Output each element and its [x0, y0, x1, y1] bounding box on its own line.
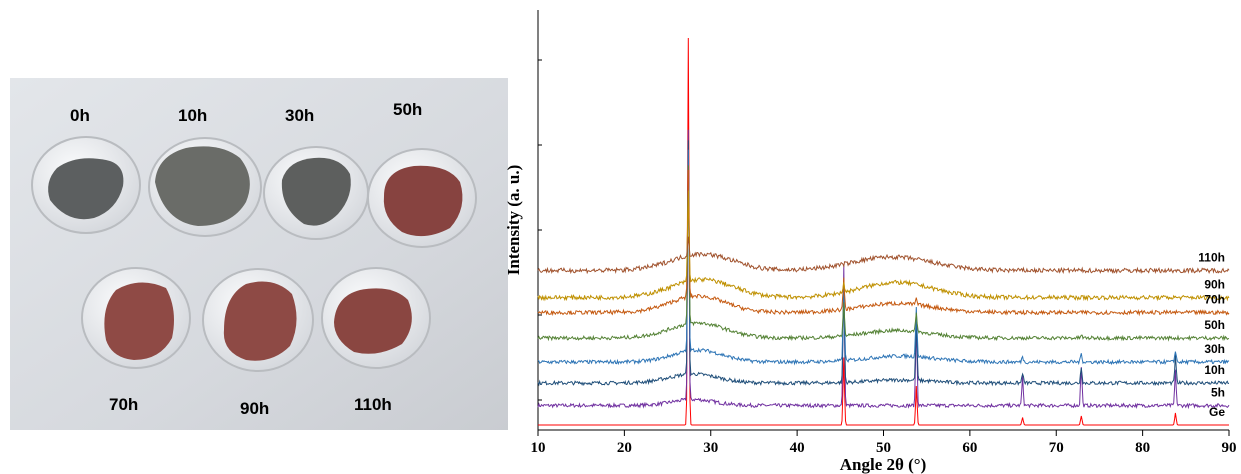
x-tick-label-60: 60	[962, 440, 977, 456]
series-line-30h	[537, 149, 1230, 366]
powder-samples-photo: 0h 10h 30h 50h 70h 90h 110h	[10, 78, 508, 430]
series-label-50h: 50h	[1204, 318, 1225, 332]
series-line-Ge	[538, 37, 1229, 426]
sample-dish-70h	[81, 267, 191, 369]
x-tick-label-20: 20	[617, 440, 632, 456]
photo-background	[10, 78, 508, 430]
series-label-30h: 30h	[1204, 342, 1225, 356]
series-line-70h	[537, 169, 1230, 317]
series-line-50h	[537, 165, 1230, 342]
sample-dish-30h	[263, 146, 369, 240]
series-line-90h	[537, 190, 1230, 302]
sample-dish-90h	[202, 268, 314, 372]
sample-label-110h: 110h	[354, 395, 392, 414]
sample-dish-0h	[31, 136, 141, 234]
series-label-5h: 5h	[1211, 386, 1225, 400]
sample-label-70h: 70h	[109, 395, 138, 414]
series-group	[537, 37, 1230, 426]
series-line-5h	[537, 129, 1230, 410]
x-tick-label-30: 30	[703, 440, 718, 456]
x-tick-label-50: 50	[876, 440, 891, 456]
series-line-110h	[537, 236, 1230, 275]
series-label-90h: 90h	[1204, 278, 1225, 292]
y-axis-title: Intensity (a. u.)	[504, 165, 523, 276]
sample-dish-10h	[148, 137, 262, 237]
sample-dish-50h	[367, 148, 477, 248]
x-tick-label-80: 80	[1135, 440, 1150, 456]
x-tick-label-70: 70	[1049, 440, 1064, 456]
series-label-10h: 10h	[1204, 363, 1225, 377]
series-label-Ge: Ge	[1209, 405, 1225, 419]
x-axis-title: Angle 2θ (°)	[840, 455, 927, 474]
y-axis	[537, 10, 542, 430]
sample-label-50h: 50h	[393, 100, 422, 119]
sample-label-10h: 10h	[178, 106, 207, 125]
x-tick-label-40: 40	[790, 440, 805, 456]
x-tick-label-90: 90	[1222, 440, 1237, 456]
sample-dish-110h	[321, 267, 431, 369]
x-tick-label-10: 10	[531, 440, 546, 456]
series-label-110h: 110h	[1198, 251, 1225, 265]
series-line-10h	[537, 140, 1230, 387]
x-axis: 10 20 30 40 50 60 70 80 90	[531, 429, 1237, 456]
sample-label-90h: 90h	[240, 399, 269, 418]
series-label-70h: 70h	[1204, 293, 1225, 307]
sample-label-30h: 30h	[285, 106, 314, 125]
sample-label-0h: 0h	[70, 106, 90, 125]
